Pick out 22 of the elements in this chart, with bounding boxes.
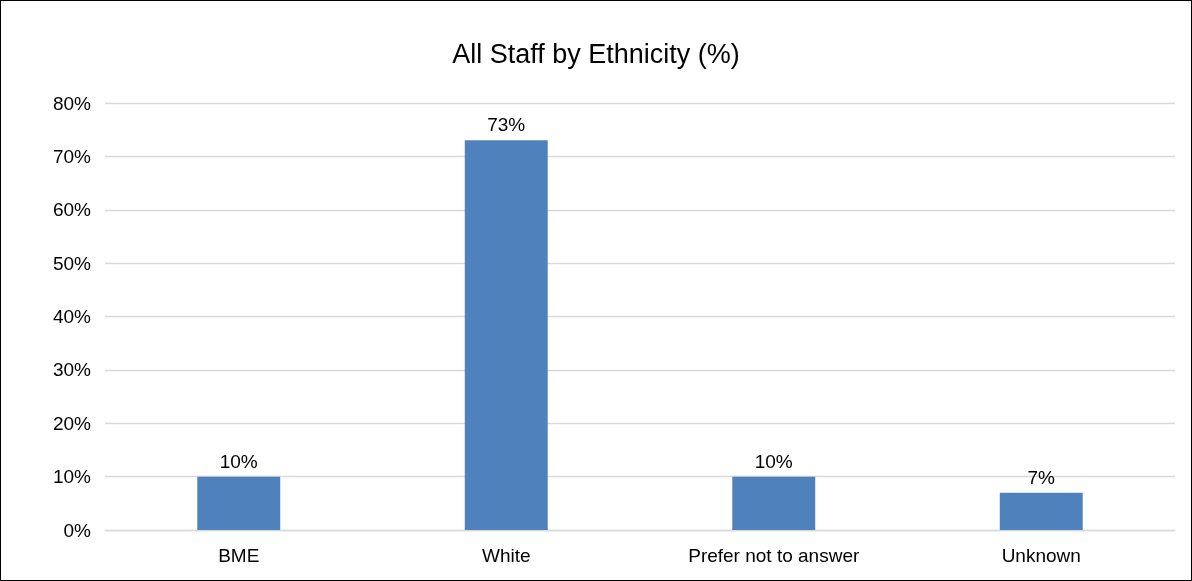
y-tick-label: 50%	[52, 252, 92, 274]
y-tick-label: 40%	[52, 306, 92, 327]
data-label: 73%	[487, 114, 526, 136]
x-tick-label: Unknown	[1001, 545, 1081, 566]
data-label: 7%	[1027, 466, 1056, 488]
bar	[197, 476, 281, 530]
chart-title: All Staff by Ethnicity (%)	[452, 38, 740, 69]
y-tick-label: 80%	[52, 92, 92, 114]
x-tick-label: BME	[218, 545, 260, 566]
y-tick-label: 70%	[52, 145, 92, 167]
y-tick-label: 0%	[63, 519, 92, 541]
y-tick-label: 30%	[52, 359, 92, 381]
y-tick-label: 60%	[52, 199, 92, 221]
x-tick-label: Prefer not to answer	[688, 545, 860, 566]
y-tick-label: 20%	[52, 412, 92, 434]
bar	[732, 476, 816, 530]
y-tick-label: 10%	[52, 466, 92, 488]
x-tick-label: White	[481, 545, 531, 566]
bar	[999, 492, 1083, 530]
data-label: 10%	[754, 450, 793, 472]
data-label: 10%	[219, 450, 258, 472]
bar	[464, 140, 548, 530]
